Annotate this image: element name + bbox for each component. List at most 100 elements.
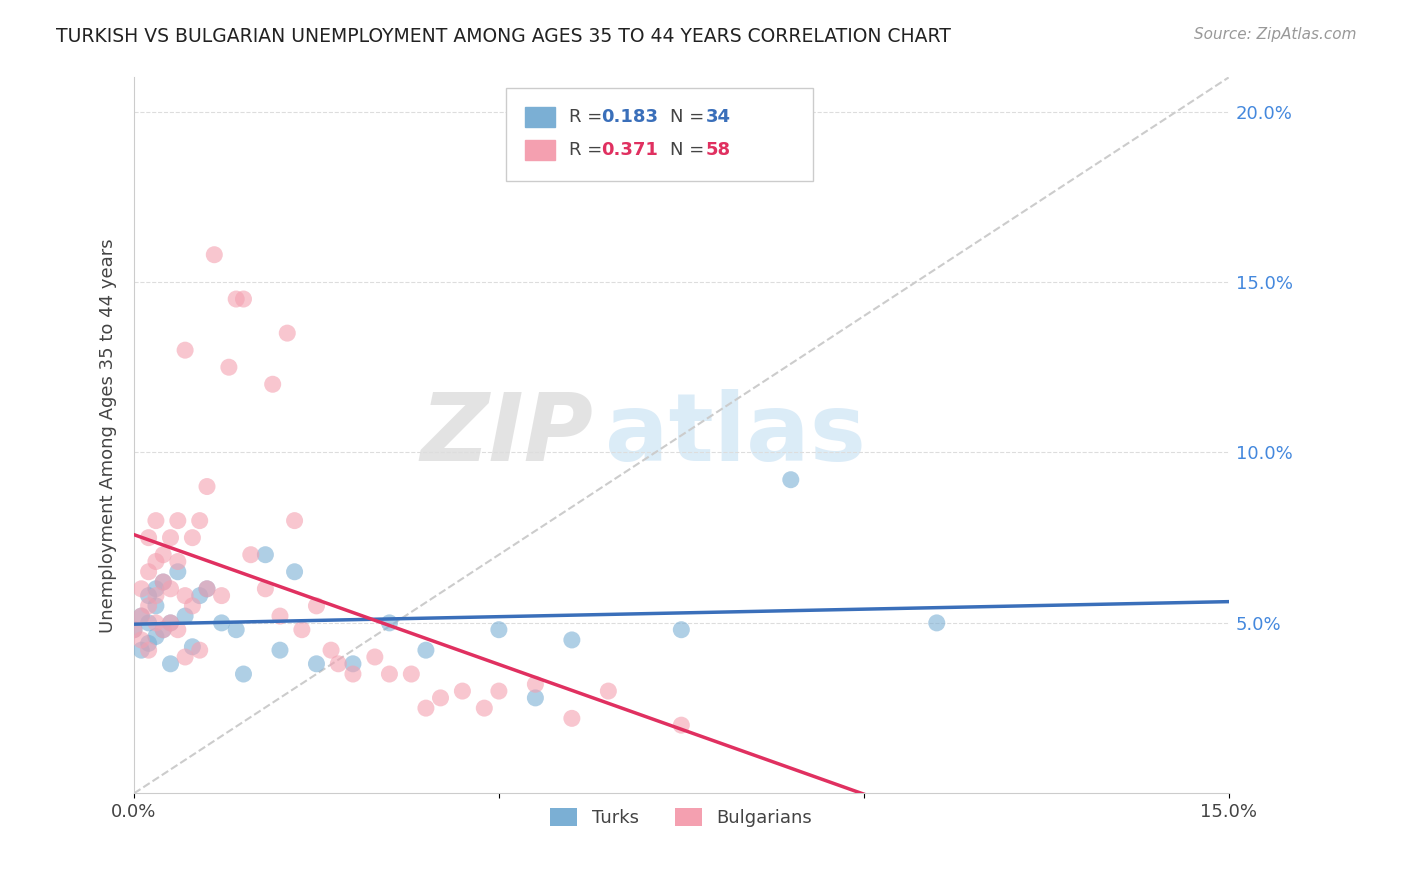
Text: 0.371: 0.371	[602, 142, 658, 160]
Point	[225, 623, 247, 637]
FancyBboxPatch shape	[506, 88, 813, 181]
Point	[152, 623, 174, 637]
Point	[166, 514, 188, 528]
Point	[152, 548, 174, 562]
Point	[378, 667, 401, 681]
Point	[401, 667, 423, 681]
Point	[202, 248, 225, 262]
Point	[159, 657, 181, 671]
Point	[254, 548, 277, 562]
Point	[429, 690, 451, 705]
Point	[145, 514, 167, 528]
Point	[145, 630, 167, 644]
Point	[131, 609, 153, 624]
Point	[159, 615, 181, 630]
Point	[145, 555, 167, 569]
Point	[138, 531, 160, 545]
Point	[561, 632, 583, 647]
Bar	[524, 140, 555, 161]
Point	[342, 667, 364, 681]
Point	[415, 701, 437, 715]
Point	[262, 377, 284, 392]
Y-axis label: Unemployment Among Ages 35 to 44 years: Unemployment Among Ages 35 to 44 years	[100, 238, 117, 632]
Point	[305, 599, 328, 613]
Text: TURKISH VS BULGARIAN UNEMPLOYMENT AMONG AGES 35 TO 44 YEARS CORRELATION CHART: TURKISH VS BULGARIAN UNEMPLOYMENT AMONG …	[56, 27, 950, 45]
Point	[145, 582, 167, 596]
Text: ZIP: ZIP	[420, 390, 593, 482]
Point	[232, 667, 254, 681]
Text: Source: ZipAtlas.com: Source: ZipAtlas.com	[1194, 27, 1357, 42]
Point	[195, 582, 218, 596]
Point	[159, 582, 181, 596]
Point	[925, 615, 948, 630]
Point	[188, 514, 211, 528]
Point	[138, 615, 160, 630]
Point	[152, 574, 174, 589]
Bar	[524, 107, 555, 127]
Point	[174, 650, 197, 665]
Point	[131, 609, 153, 624]
Point	[195, 582, 218, 596]
Point	[145, 599, 167, 613]
Point	[284, 514, 307, 528]
Text: atlas: atlas	[605, 390, 866, 482]
Point	[524, 677, 547, 691]
Point	[181, 531, 204, 545]
Point	[211, 615, 233, 630]
Point	[779, 473, 801, 487]
Point	[342, 657, 364, 671]
Point	[671, 623, 693, 637]
Point	[254, 582, 277, 596]
Text: N =: N =	[671, 108, 710, 126]
Point	[319, 643, 342, 657]
Point	[524, 690, 547, 705]
Point	[225, 292, 247, 306]
Point	[145, 589, 167, 603]
Point	[488, 623, 510, 637]
Point	[166, 623, 188, 637]
Point	[269, 609, 291, 624]
Point	[174, 609, 197, 624]
Point	[122, 623, 145, 637]
Point	[138, 643, 160, 657]
Point	[131, 582, 153, 596]
Point	[328, 657, 350, 671]
Point	[364, 650, 387, 665]
Point	[472, 701, 495, 715]
Point	[284, 565, 307, 579]
Point	[195, 479, 218, 493]
Point	[138, 636, 160, 650]
Point	[488, 684, 510, 698]
Point	[378, 615, 401, 630]
Point	[131, 643, 153, 657]
Point	[122, 623, 145, 637]
Point	[152, 574, 174, 589]
Point	[598, 684, 620, 698]
Point	[232, 292, 254, 306]
Point	[218, 360, 240, 375]
Text: 58: 58	[706, 142, 731, 160]
Text: R =: R =	[568, 108, 607, 126]
Point	[415, 643, 437, 657]
Point	[181, 599, 204, 613]
Point	[159, 615, 181, 630]
Point	[159, 531, 181, 545]
Point	[138, 599, 160, 613]
Point	[174, 589, 197, 603]
Point	[239, 548, 262, 562]
Point	[269, 643, 291, 657]
Text: 34: 34	[706, 108, 730, 126]
Point	[131, 632, 153, 647]
Point	[291, 623, 314, 637]
Point	[305, 657, 328, 671]
Point	[166, 565, 188, 579]
Point	[145, 615, 167, 630]
Point	[561, 711, 583, 725]
Point	[138, 589, 160, 603]
Point	[174, 343, 197, 358]
Point	[138, 565, 160, 579]
Point	[188, 643, 211, 657]
Legend: Turks, Bulgarians: Turks, Bulgarians	[543, 801, 820, 834]
Point	[166, 555, 188, 569]
Point	[181, 640, 204, 654]
